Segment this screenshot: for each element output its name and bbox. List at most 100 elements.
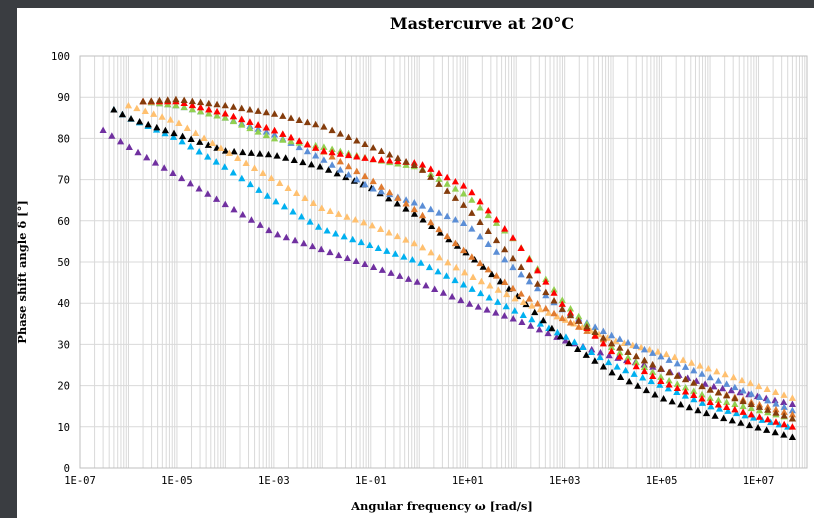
data-point [690,379,698,386]
data-point [468,209,476,216]
data-point [317,245,325,253]
data-point [616,353,624,360]
data-point [575,317,583,324]
data-point [262,131,270,139]
data-point [632,352,640,360]
data-point [312,152,320,159]
data-point [536,320,544,327]
data-point [221,147,230,154]
data-point [118,110,127,118]
data-point [534,299,542,307]
data-point [662,350,670,358]
data-point [427,173,435,180]
data-point [755,406,764,414]
data-point [494,286,502,293]
data-point [587,348,596,356]
data-point [501,225,509,232]
data-point [155,96,164,104]
data-point [262,128,270,135]
data-point [657,365,665,372]
data-point [731,383,739,391]
data-point [657,377,665,384]
major-gridlines [80,55,807,469]
data-point [476,197,484,205]
data-point [780,420,788,428]
data-point [284,184,292,191]
data-point [141,107,149,115]
data-point [542,288,550,296]
data-point [318,204,326,211]
data-point [534,280,542,287]
data-point [517,244,525,252]
data-point [747,410,755,418]
data-point [605,351,613,359]
y-axis-ticks: 0 10 20 30 40 50 60 70 80 90 100 [51,51,70,475]
data-point [344,151,353,159]
y-tick-label: 10 [57,422,70,434]
data-point [714,377,723,384]
data-point [443,232,451,240]
y-tick-label: 30 [57,339,70,351]
data-point [151,159,160,166]
data-point [402,205,410,212]
data-point [460,246,468,254]
chart-title: Mastercurve at 20°C [390,14,574,33]
data-point [668,397,676,405]
data-point [314,223,323,230]
data-point [714,389,723,396]
data-point [175,119,183,126]
data-point [624,357,632,365]
data-point [292,189,301,196]
data-point [312,120,320,128]
data-point [377,156,386,163]
data-point [394,154,402,162]
data-point [195,148,203,155]
y-axis-label: Phase shift angle δ [°] [17,200,29,344]
y-tick-label: 0 [64,463,70,475]
data-point [435,175,443,182]
data-point [763,385,771,393]
data-point [323,227,331,234]
data-point [208,139,217,146]
data-point [570,338,579,345]
data-point [274,230,282,238]
data-point [539,316,547,324]
data-point [166,116,175,123]
data-point [213,100,221,108]
data-point [681,363,690,370]
data-point [741,411,749,419]
data-point [300,239,308,247]
data-point [509,234,517,241]
data-point [443,173,451,181]
data-point [484,227,492,235]
data-point [394,194,402,201]
data-point [665,376,673,384]
data-point [673,380,681,387]
data-point [457,296,465,304]
data-point [550,289,558,296]
data-point [640,345,649,353]
data-point [196,138,204,145]
data-point [108,132,116,139]
data-point [492,272,501,279]
data-point [640,363,649,371]
data-point [485,294,493,301]
x-axis-ticks: 1E-07 1E-05 1E-03 1E-01 1E+01 1E+03 1E+05 1E+07 [64,475,774,487]
data-point [542,304,550,312]
data-point [698,395,706,402]
data-point [391,250,399,257]
data-point [378,266,386,273]
data-point [213,107,221,115]
data-point [665,356,673,363]
data-point [566,311,575,319]
data-point [229,112,238,120]
data-point [422,281,430,289]
data-point [558,314,566,322]
data-point [772,400,780,407]
data-point [262,108,270,116]
data-point [622,366,630,374]
data-point [360,218,368,226]
data-point [295,143,303,151]
data-point [139,97,147,105]
